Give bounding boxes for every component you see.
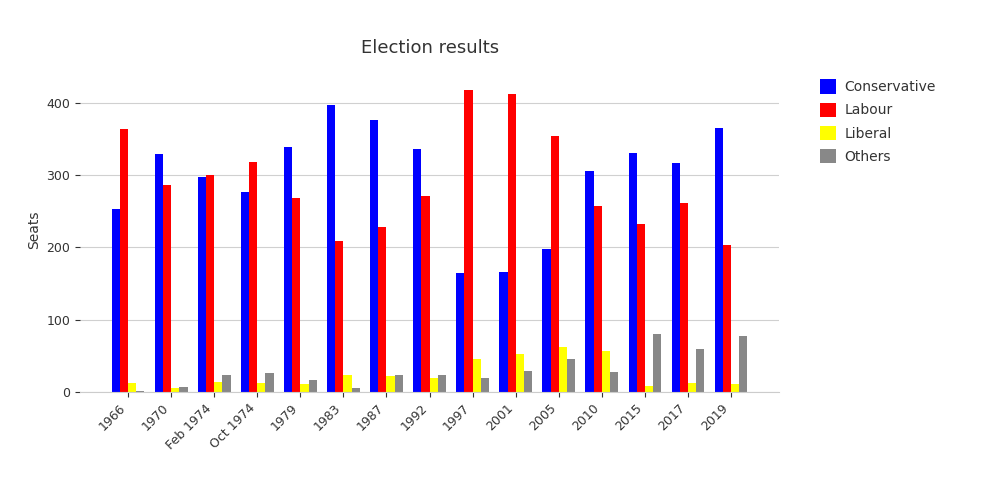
Bar [198,177,206,392]
Bar [558,347,567,392]
Bar [636,224,645,392]
Bar [731,384,739,392]
Bar [352,388,360,392]
Bar [327,105,336,392]
Bar [214,382,223,392]
Bar [266,373,274,392]
Bar [671,163,679,392]
Bar [336,241,344,392]
Bar [714,128,723,392]
Bar [481,378,489,392]
Bar [500,272,507,392]
Y-axis label: Seats: Seats [27,210,41,249]
Bar [585,171,593,392]
Bar [292,198,301,392]
Bar [379,227,387,392]
Bar [155,153,163,392]
Bar [284,147,292,392]
Bar [550,136,558,392]
Bar [739,336,747,392]
Bar [679,203,688,392]
Bar [645,386,653,392]
Bar [344,375,352,392]
Bar [180,387,188,392]
Legend: Conservative, Labour, Liberal, Others: Conservative, Labour, Liberal, Others [814,74,942,169]
Bar [593,206,601,392]
Bar [249,162,258,392]
Bar [309,380,317,392]
Bar [628,153,636,392]
Bar [136,391,145,392]
Bar [567,358,575,392]
Bar [387,376,395,392]
Bar [128,383,136,392]
Bar [610,372,618,392]
Bar [515,354,523,392]
Bar [507,94,515,392]
Bar [206,174,214,392]
Bar [395,375,403,392]
Bar [223,375,231,392]
Bar [258,382,266,392]
Bar [465,90,473,392]
Bar [371,120,379,392]
Bar [601,351,610,392]
Bar [171,388,180,392]
Bar [112,209,120,392]
Bar [523,371,532,392]
Bar [241,192,249,392]
Title: Election results: Election results [361,39,499,57]
Bar [696,349,704,392]
Bar [653,334,661,392]
Bar [301,384,309,392]
Bar [438,375,446,392]
Bar [120,129,128,392]
Bar [430,378,438,392]
Bar [414,149,422,392]
Bar [542,249,550,392]
Bar [723,245,731,392]
Bar [163,185,171,392]
Bar [688,383,696,392]
Bar [422,196,430,392]
Bar [457,273,465,392]
Bar [473,358,481,392]
